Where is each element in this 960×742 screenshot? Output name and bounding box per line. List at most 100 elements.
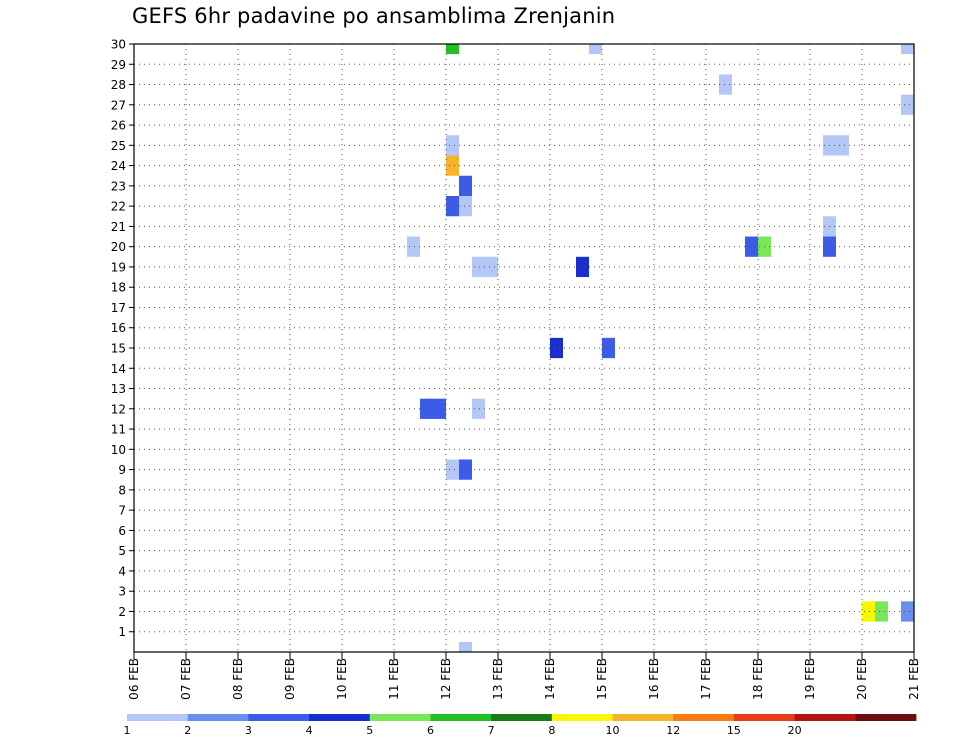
x-tick-label: 07 FEB <box>179 658 193 700</box>
x-tick-label: 18 FEB <box>751 658 765 700</box>
y-tick-label: 8 <box>118 483 126 497</box>
heatmap-cell <box>459 196 472 217</box>
colorbar-swatch <box>551 714 613 721</box>
heatmap-cell <box>550 337 563 359</box>
x-tick-label: 06 FEB <box>127 658 141 700</box>
heatmap-cell <box>836 135 849 156</box>
y-tick-label: 14 <box>111 362 126 376</box>
heatmap-cell <box>602 337 615 359</box>
y-tick-label: 24 <box>111 159 126 173</box>
x-tick-label: 14 FEB <box>543 658 557 700</box>
colorbar-label: 15 <box>727 724 741 737</box>
y-tick-label: 25 <box>111 139 126 153</box>
y-tick-label: 11 <box>111 423 126 437</box>
y-tick-label: 21 <box>111 220 126 234</box>
heatmap-cell <box>719 74 732 95</box>
heatmap-cell <box>589 44 602 55</box>
heatmap-cell <box>901 94 914 115</box>
heatmap-cell <box>459 459 472 480</box>
y-tick-label: 7 <box>118 504 126 518</box>
colorbar-swatch <box>369 714 431 721</box>
heatmap-cell <box>472 398 485 419</box>
heatmap-cell <box>485 256 498 278</box>
colorbar-swatch <box>430 714 492 721</box>
y-tick-label: 23 <box>111 179 126 193</box>
colorbar-label: 7 <box>488 724 495 737</box>
x-tick-label: 13 FEB <box>491 658 505 700</box>
colorbar-label: 4 <box>306 724 313 737</box>
colorbar-swatch <box>309 714 371 721</box>
heatmap-cell <box>459 641 472 652</box>
y-tick-label: 5 <box>118 544 126 558</box>
colorbar-label: 5 <box>366 724 373 737</box>
y-tick-label: 13 <box>111 382 126 396</box>
heatmap-cell <box>446 196 459 217</box>
heatmap-cell <box>472 256 485 278</box>
heatmap-cell <box>446 155 459 176</box>
y-tick-label: 26 <box>111 119 126 133</box>
x-axis: 06 FEB 07 FEB 08 FEB 09 FEB 10 FEB 11 FEB 12 F… <box>127 652 921 700</box>
x-tick-label: 20 FEB <box>855 658 869 700</box>
y-tick-label: 30 <box>111 38 126 52</box>
x-tick-label: 16 FEB <box>647 658 661 700</box>
y-axis: 1234567891011121314151617181920212223242… <box>111 38 134 639</box>
x-tick-label: 21 FEB <box>907 658 921 700</box>
y-tick-label: 27 <box>111 98 126 112</box>
colorbar-label: 10 <box>606 724 620 737</box>
chart-title: GEFS 6hr padavine po ansamblima Zrenjani… <box>132 4 616 28</box>
y-tick-label: 16 <box>111 321 126 335</box>
colorbar-label: 12 <box>666 724 680 737</box>
colorbar-swatch <box>855 714 917 721</box>
heatmap-cell <box>576 256 589 278</box>
colorbar-label: 6 <box>427 724 434 737</box>
colorbar-label: 20 <box>788 724 802 737</box>
y-tick-label: 20 <box>111 240 126 254</box>
y-tick-label: 3 <box>118 585 126 599</box>
heatmap-cell <box>407 236 420 257</box>
colorbar-label: 1 <box>124 724 131 737</box>
heatmap-cell <box>875 601 888 622</box>
y-tick-label: 2 <box>118 605 126 619</box>
y-tick-label: 22 <box>111 200 126 214</box>
heatmap-cell <box>901 601 914 622</box>
x-tick-label: 12 FEB <box>439 658 453 700</box>
y-tick-label: 9 <box>118 463 126 477</box>
x-tick-label: 11 FEB <box>387 658 401 700</box>
heatmap-cell <box>446 459 459 480</box>
x-tick-label: 08 FEB <box>231 658 245 700</box>
colorbar-swatch <box>127 714 189 721</box>
heatmap-cell <box>446 44 459 55</box>
colorbar-label: 3 <box>245 724 252 737</box>
colorbar-swatch <box>733 714 796 721</box>
y-tick-label: 19 <box>111 260 126 274</box>
colorbar-label: 8 <box>548 724 555 737</box>
y-tick-label: 10 <box>111 443 126 457</box>
colorbar-label: 2 <box>184 724 191 737</box>
heatmap-cell <box>459 175 472 196</box>
x-tick-label: 17 FEB <box>699 658 713 700</box>
colorbar-swatch <box>248 714 310 721</box>
y-tick-label: 1 <box>118 625 126 639</box>
heatmap-cell <box>420 398 433 419</box>
y-tick-label: 29 <box>111 58 126 72</box>
x-tick-label: 19 FEB <box>803 658 817 700</box>
colorbar-swatch <box>673 714 735 721</box>
colorbar-swatch <box>794 714 856 721</box>
heatmap-cell <box>745 236 758 257</box>
y-tick-label: 4 <box>118 564 126 578</box>
y-tick-label: 28 <box>111 78 126 92</box>
colorbar-swatch <box>187 714 249 721</box>
y-tick-label: 18 <box>111 281 126 295</box>
heatmap-cell <box>446 135 459 156</box>
y-tick-label: 15 <box>111 342 126 356</box>
grid-lines <box>134 44 914 652</box>
x-tick-label: 10 FEB <box>335 658 349 700</box>
colorbar-swatch <box>491 714 553 721</box>
heatmap-cell <box>862 601 875 622</box>
heatmap-cells <box>407 44 914 652</box>
y-tick-label: 17 <box>111 301 126 315</box>
y-tick-label: 12 <box>111 402 126 416</box>
x-tick-label: 09 FEB <box>283 658 297 700</box>
y-tick-label: 6 <box>118 524 126 538</box>
